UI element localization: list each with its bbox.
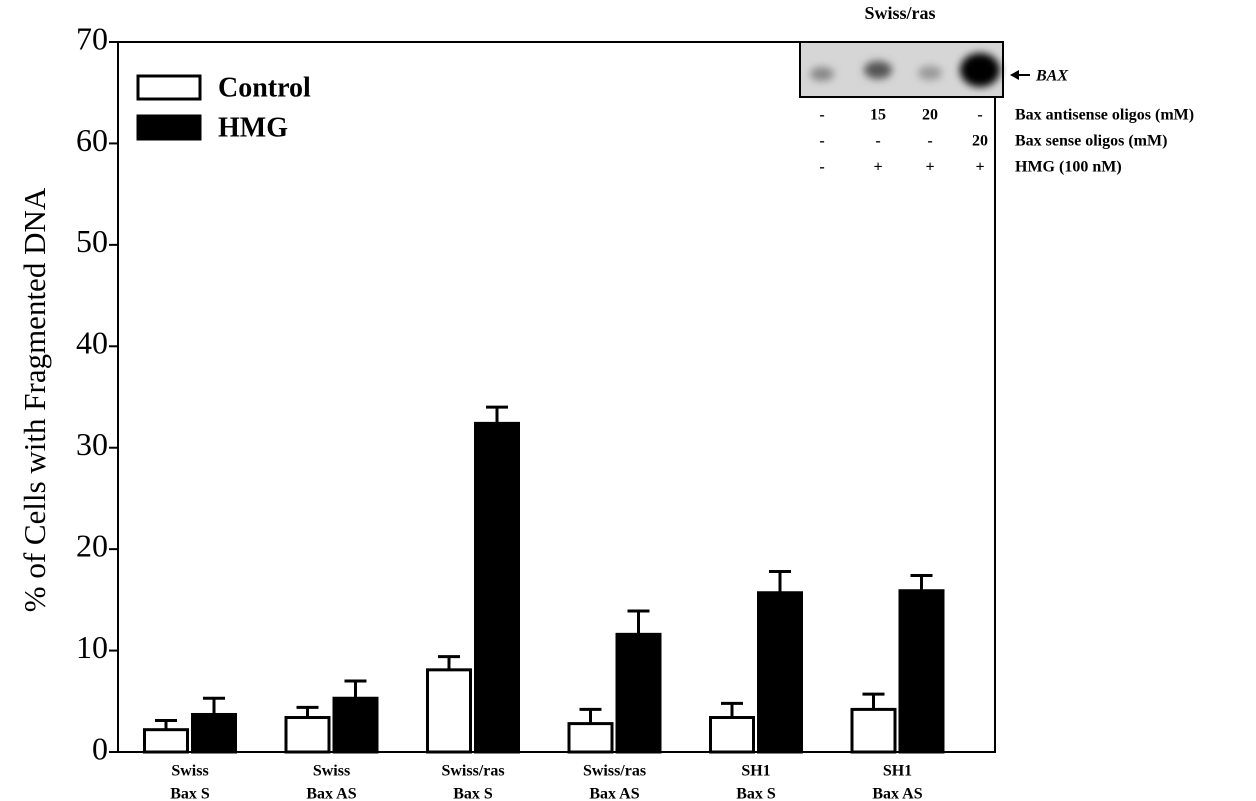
y-axis-label: % of Cells with Fragmented DNA [17,187,52,612]
x-tick-label: Bax S [453,786,493,801]
inset-cell: 20 [922,107,938,124]
blot-band [810,67,834,81]
inset-row-label: HMG (100 nM) [1015,159,1122,176]
y-tick-label: 30 [76,426,108,462]
inset-cell: - [875,133,880,150]
inset-cell: - [819,107,824,124]
inset-cell: - [819,133,824,150]
legend-swatch [138,76,200,99]
bar [759,593,802,752]
bar [569,724,612,752]
bar [900,591,943,752]
legend-label: Control [218,72,311,103]
bar [711,718,754,752]
band-arrow-head [1010,70,1019,80]
band-label: BAX [1035,68,1068,85]
x-tick-label: Bax AS [306,786,356,801]
inset-row-label: Bax sense oligos (mM) [1015,133,1167,150]
x-tick-label: Swiss [171,763,208,780]
blot-band [864,61,892,79]
y-tick-label: 50 [76,223,108,259]
plot-frame [118,42,995,752]
x-tick-label: Swiss [313,763,350,780]
page: % of Cells with Fragmented DNA Swiss/ras… [0,0,1256,801]
y-tick-label: 20 [76,527,108,563]
bar [334,698,377,752]
x-tick-label: Bax AS [589,786,639,801]
x-tick-label: Bax AS [872,786,922,801]
legend-label: HMG [218,112,288,143]
chart: % of Cells with Fragmented DNA Swiss/ras… [0,0,1256,801]
bar [476,423,519,752]
inset-row-label: Bax antisense oligos (mM) [1015,107,1194,124]
y-tick-label: 0 [92,730,108,766]
inset-cell: + [873,159,882,176]
x-tick-label: Swiss/ras [441,763,504,780]
inset-blot: Swiss/ras BAX [800,3,1068,97]
blot-band [918,66,942,80]
x-tick-label: SH1 [883,763,912,780]
inset-title: Swiss/ras [864,3,935,23]
x-tick-label: SH1 [741,763,770,780]
bar [617,634,660,752]
legend-swatch [138,116,200,139]
y-tick-label: 60 [76,122,108,158]
inset-cell: 15 [870,107,886,124]
bar [145,730,188,752]
bar [852,709,895,752]
y-tick-label: 40 [76,325,108,361]
y-tick-label: 70 [76,20,108,56]
bar [193,714,236,752]
inset-cell: + [925,159,934,176]
x-tick-label: Bax S [170,786,210,801]
blot-band [960,53,1000,87]
x-tick-label: Swiss/ras [583,763,646,780]
inset-cell: + [975,159,984,176]
inset-cell: - [927,133,932,150]
bar [286,718,329,752]
inset-cell: - [977,107,982,124]
y-tick-label: 10 [76,629,108,665]
bar [428,670,471,752]
x-tick-label: Bax S [736,786,776,801]
inset-cell: - [819,159,824,176]
inset-cell: 20 [972,133,988,150]
